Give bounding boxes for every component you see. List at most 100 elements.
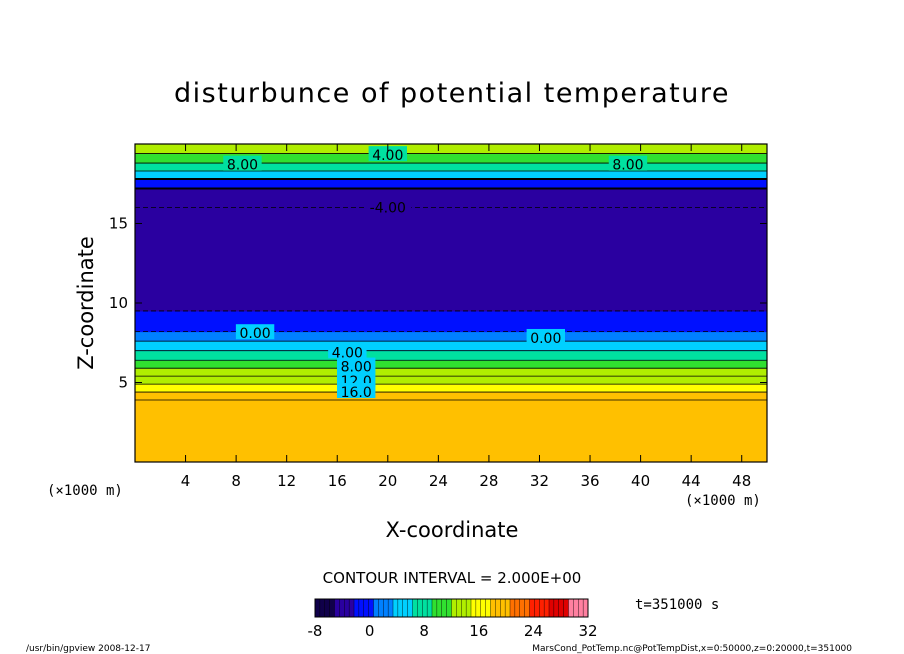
contour-label-6: 4.00	[332, 345, 363, 361]
colorbar-tick-label-16: 16	[469, 622, 488, 640]
colorbar-tick-label-32: 32	[578, 622, 597, 640]
heatmap-field	[135, 144, 767, 463]
x-tick-label-32: 32	[530, 472, 549, 490]
contour-label-3: -4.00	[370, 201, 406, 217]
colorbar-swatch-39	[504, 598, 511, 618]
colorbar-swatch-30	[461, 598, 467, 618]
y-axis-label: Z-coordinate	[74, 236, 98, 370]
contour-label-bg-3	[364, 198, 412, 214]
colorbar-tick-label-0: 0	[365, 622, 375, 640]
colorbar-swatch-12	[373, 598, 379, 618]
x-tick-label-28: 28	[479, 472, 498, 490]
colorbar-swatch-0	[314, 598, 321, 618]
colorbar-swatch-22	[422, 598, 428, 618]
colorbar-frame	[314, 598, 589, 618]
y-tick-label-5: 5	[118, 374, 128, 392]
colorbar-tick-label-8: 8	[419, 622, 429, 640]
colorbar-swatch-17	[397, 598, 404, 618]
colorbar-swatch-32	[470, 598, 477, 618]
colorbar-swatch-26	[441, 598, 448, 618]
colorbar-swatch-45	[534, 598, 540, 618]
chart-title: disturbunce of potential temperature	[174, 78, 730, 109]
colorbar-swatch-9	[358, 598, 365, 618]
y-axis: 5 10 15	[109, 215, 767, 392]
colorbar-swatch-13	[378, 598, 384, 618]
colorbar-swatch-31	[465, 598, 472, 618]
y-tick-label-15: 15	[109, 215, 128, 233]
field-band-7	[135, 341, 767, 352]
x-unit-right: (×1000 m)	[685, 493, 761, 509]
field-band-11	[135, 188, 767, 209]
field-band-1	[135, 392, 767, 401]
x-tick-label-44: 44	[682, 472, 701, 490]
colorbar-tick-label--8: -8	[308, 622, 323, 640]
field-band-10	[135, 207, 767, 312]
colorbar-swatch-15	[387, 598, 394, 618]
contour-label-bg-2	[608, 155, 648, 171]
colorbar	[314, 598, 589, 618]
colorbar-swatch-7	[348, 598, 355, 618]
colorbar-swatch-14	[383, 598, 389, 618]
colorbar-swatch-48	[548, 598, 555, 618]
field-band-2	[135, 384, 767, 393]
x-tick-label-8: 8	[231, 472, 241, 490]
x-axis-label: X-coordinate	[386, 518, 519, 542]
x-tick-label-20: 20	[378, 472, 397, 490]
field-band-12	[135, 178, 767, 190]
colorbar-swatch-3	[329, 598, 336, 618]
contour-label-bg-9	[337, 383, 376, 399]
colorbar-swatch-25	[436, 598, 443, 618]
colorbar-swatch-24	[431, 598, 438, 618]
colorbar-swatch-8	[353, 598, 360, 618]
field-band-5	[135, 360, 767, 369]
colorbar-swatch-21	[417, 598, 423, 618]
colorbar-swatch-54	[578, 598, 584, 618]
x-tick-label-16: 16	[328, 472, 347, 490]
colorbar-swatch-46	[539, 598, 545, 618]
colorbar-swatch-19	[407, 598, 414, 618]
footer-right: MarsCond_PotTemp.nc@PotTempDist,x=0:5000…	[532, 644, 852, 654]
contour-interval: CONTOUR INTERVAL = 2.000E+00	[323, 569, 582, 587]
field-band-8	[135, 331, 767, 342]
x-tick-label-48: 48	[732, 472, 751, 490]
colorbar-swatch-10	[363, 598, 370, 618]
contour-label-2: 8.00	[612, 158, 643, 174]
x-tick-label-24: 24	[429, 472, 448, 490]
colorbar-swatch-36	[490, 598, 496, 618]
colorbar-swatch-27	[446, 598, 453, 618]
field-band-3	[135, 376, 767, 385]
field-band-15	[135, 153, 767, 164]
contour-labels: 8.004.008.00-4.000.00 0.004.008.0012.016.…	[223, 146, 648, 401]
contour-label-1: 4.00	[372, 148, 403, 164]
colorbar-swatch-35	[485, 598, 492, 618]
time-label: t=351000 s	[635, 597, 719, 613]
contour-label-bg-5	[526, 328, 565, 344]
colorbar-swatch-43	[524, 598, 531, 618]
contour-label-9: 16.0	[341, 385, 372, 401]
colorbar-swatch-29	[456, 598, 462, 618]
colorbar-swatch-28	[451, 598, 457, 618]
colorbar-swatch-6	[344, 598, 350, 618]
colorbar-swatch-41	[514, 598, 521, 618]
contour-label-4: 0.00	[239, 326, 270, 342]
colorbar-swatch-33	[475, 598, 482, 618]
colorbar-swatch-4	[334, 598, 340, 618]
field-band-14	[135, 163, 767, 172]
colorbar-swatch-42	[519, 598, 526, 618]
colorbar-swatch-44	[529, 598, 535, 618]
contour-label-bg-4	[235, 324, 275, 340]
colorbar-swatch-11	[368, 598, 375, 618]
x-tick-label-36: 36	[580, 472, 599, 490]
footer-left: /usr/bin/gpview 2008-12-17	[26, 644, 150, 654]
x-tick-label-12: 12	[277, 472, 296, 490]
colorbar-swatch-20	[412, 598, 418, 618]
field-band-16	[135, 144, 767, 155]
colorbar-swatch-16	[392, 598, 399, 618]
colorbar-swatch-53	[573, 598, 579, 618]
colorbar-swatch-47	[543, 598, 550, 618]
colorbar-swatch-5	[339, 598, 345, 618]
colorbar-swatch-2	[324, 598, 331, 618]
contour-lines	[135, 153, 767, 401]
contour-label-bg-7	[337, 357, 376, 373]
